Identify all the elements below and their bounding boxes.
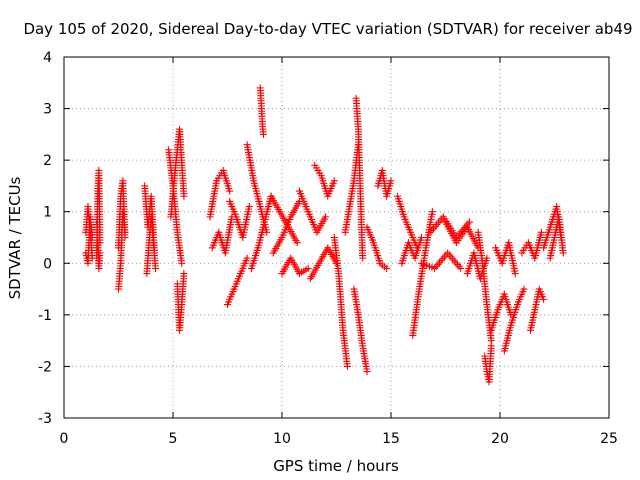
x-tick-label: 10: [273, 431, 291, 447]
x-tick-label: 5: [169, 431, 178, 447]
data-point: [322, 213, 330, 221]
data-point: [304, 264, 312, 272]
data-point: [245, 203, 253, 211]
data-point: [330, 177, 338, 185]
data-points: [82, 84, 567, 386]
x-tick-label: 25: [600, 431, 618, 447]
data-point: [178, 259, 186, 267]
y-tick-label: -2: [38, 359, 52, 375]
x-tick-label: 20: [491, 431, 509, 447]
data-point: [96, 249, 104, 257]
data-point: [387, 177, 395, 185]
data-point: [121, 228, 129, 236]
data-point: [259, 130, 267, 138]
data-point: [293, 239, 301, 247]
y-tick-label: -1: [38, 308, 52, 324]
x-tick-labels: 0 5 10 15 20 25: [60, 431, 618, 447]
y-tick-label: 0: [43, 256, 52, 272]
data-point: [226, 187, 234, 195]
data-point: [457, 264, 465, 272]
y-axis-label: SDTVAR / TECUs: [6, 176, 24, 299]
data-point: [540, 295, 548, 303]
data-point: [465, 218, 473, 226]
y-tick-label: 4: [43, 50, 52, 66]
data-point: [418, 234, 426, 241]
data-point: [520, 285, 528, 293]
data-point: [559, 249, 567, 257]
data-point: [152, 264, 160, 272]
plot-frame: [63, 56, 610, 419]
y-tick-labels: -3 -2 -1 0 1 2 3 4: [38, 50, 52, 427]
data-point: [487, 342, 495, 350]
data-point: [537, 228, 545, 236]
x-tick-label: 15: [382, 431, 400, 447]
data-point: [363, 368, 371, 376]
y-tick-label: 2: [43, 153, 52, 169]
x-tick-label: 0: [60, 431, 69, 447]
data-point: [428, 208, 436, 216]
data-point: [343, 362, 351, 370]
chart-title: Day 105 of 2020, Sidereal Day-to-day VTE…: [23, 20, 632, 38]
x-axis-label: GPS time / hours: [273, 457, 399, 475]
y-tick-label: -3: [38, 411, 52, 427]
data-point: [511, 270, 519, 278]
data-point: [243, 254, 251, 262]
data-point: [180, 192, 188, 200]
data-point: [180, 270, 188, 278]
data-point: [383, 264, 391, 272]
y-tick-label: 3: [43, 102, 52, 118]
data-point: [359, 254, 367, 262]
y-tick-label: 1: [43, 205, 52, 221]
axis-ticks: [63, 56, 610, 419]
